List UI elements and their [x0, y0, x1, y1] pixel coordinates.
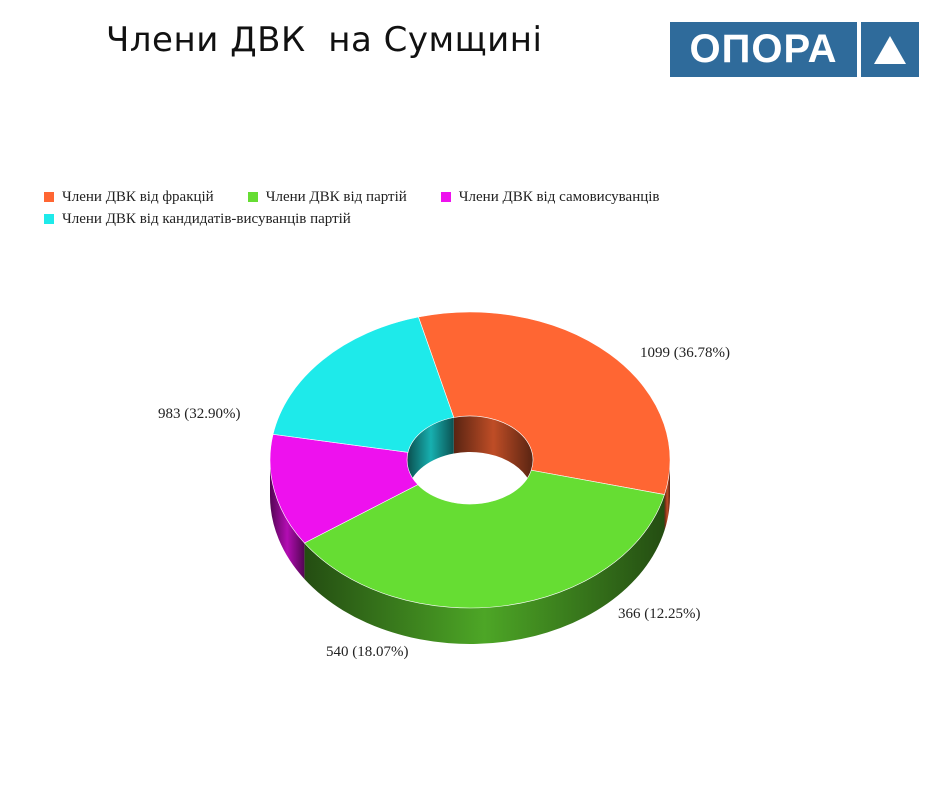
legend-label-candidates: Члени ДВК від кандидатів-висуванців парт…: [62, 210, 351, 227]
slice-parties[interactable]: [303, 469, 665, 609]
legend-label-parties: Члени ДВК від партій: [265, 188, 407, 205]
legend-item-candidates[interactable]: Члени ДВК від кандидатів-висуванців парт…: [44, 211, 351, 228]
triangle-icon: [861, 22, 919, 77]
data-label-fractions: 983 (32.90%): [158, 406, 241, 422]
legend-row-2: Члени ДВК від кандидатів-висуванців парт…: [44, 208, 904, 230]
side-wall-self-nominated: [270, 460, 305, 579]
hole-wall-fractions: [453, 416, 533, 496]
legend-item-self-nominated[interactable]: Члени ДВК від самовисуванців: [440, 188, 660, 206]
logo-text: ОПОРА: [670, 22, 857, 77]
legend-label-fractions: Члени ДВК від фракцій: [62, 188, 214, 205]
slice-self-nominated[interactable]: [269, 433, 419, 544]
legend-swatch-fractions: [44, 192, 54, 202]
legend-swatch-candidates: [44, 214, 54, 224]
slice-fractions[interactable]: [418, 311, 671, 495]
chart-legend: Члени ДВК від фракцій Члени ДВК від парт…: [44, 186, 904, 230]
legend-item-fractions[interactable]: Члени ДВК від фракцій: [44, 189, 214, 206]
legend-row-1: Члени ДВК від фракцій Члени ДВК від парт…: [44, 186, 904, 208]
legend-swatch-parties: [247, 192, 258, 202]
side-wall-parties: [304, 494, 665, 644]
data-label-self-nominated: 366 (12.25%): [618, 606, 701, 622]
data-label-candidates: 540 (18.07%): [326, 644, 409, 660]
opora-logo: ОПОРА: [670, 22, 919, 77]
data-label-parties: 1099 (36.78%): [640, 345, 730, 361]
legend-label-self-nominated: Члени ДВК від самовисуванців: [458, 188, 660, 205]
slice-candidates[interactable]: [272, 316, 455, 453]
hole-wall-candidates: [407, 417, 454, 489]
legend-item-parties[interactable]: Члени ДВК від партій: [247, 188, 407, 206]
legend-swatch-self-nominated: [440, 192, 451, 202]
page-title: Члени ДВК на Сумщині: [106, 20, 543, 60]
